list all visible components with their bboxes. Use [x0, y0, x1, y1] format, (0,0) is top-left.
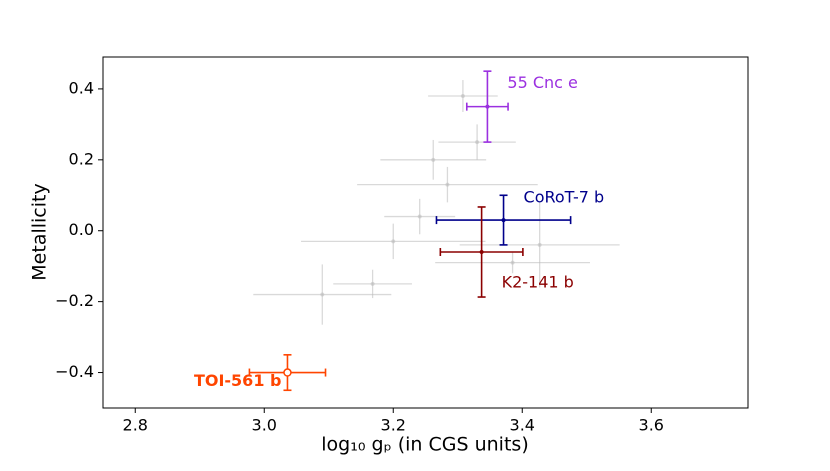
point — [501, 218, 506, 223]
y-tick-label: 0.2 — [69, 149, 94, 168]
x-tick-label: 3.6 — [639, 416, 664, 435]
point — [417, 214, 422, 219]
point — [370, 281, 375, 286]
x-tick-label: 2.8 — [123, 416, 148, 435]
y-tick-label: 0.4 — [69, 78, 94, 97]
point — [510, 260, 515, 265]
point — [283, 368, 292, 377]
point — [320, 292, 325, 297]
point — [445, 182, 450, 187]
x-tick-label: 3.2 — [381, 416, 406, 435]
point-label: 55 Cnc e — [507, 73, 577, 92]
point — [460, 94, 465, 98]
point — [479, 250, 484, 254]
point — [431, 157, 436, 162]
point-label: CoRoT-7 b — [524, 188, 605, 207]
x-axis-label: log₁₀ gₚ (in CGS units) — [321, 434, 528, 456]
x-tick-label: 3.4 — [510, 416, 535, 435]
point-label: K2-141 b — [502, 273, 574, 292]
point — [537, 242, 542, 247]
point — [391, 239, 396, 244]
y-tick-label: −0.2 — [55, 291, 94, 310]
x-tick-label: 3.0 — [252, 416, 277, 435]
y-axis-label: Metallicity — [29, 183, 51, 280]
y-tick-label: 0.0 — [69, 220, 94, 239]
y-tick-label: −0.4 — [55, 362, 94, 381]
point-label: TOI-561 b — [194, 371, 282, 390]
point — [475, 140, 480, 145]
plot-frame — [102, 56, 749, 409]
point — [485, 104, 490, 109]
